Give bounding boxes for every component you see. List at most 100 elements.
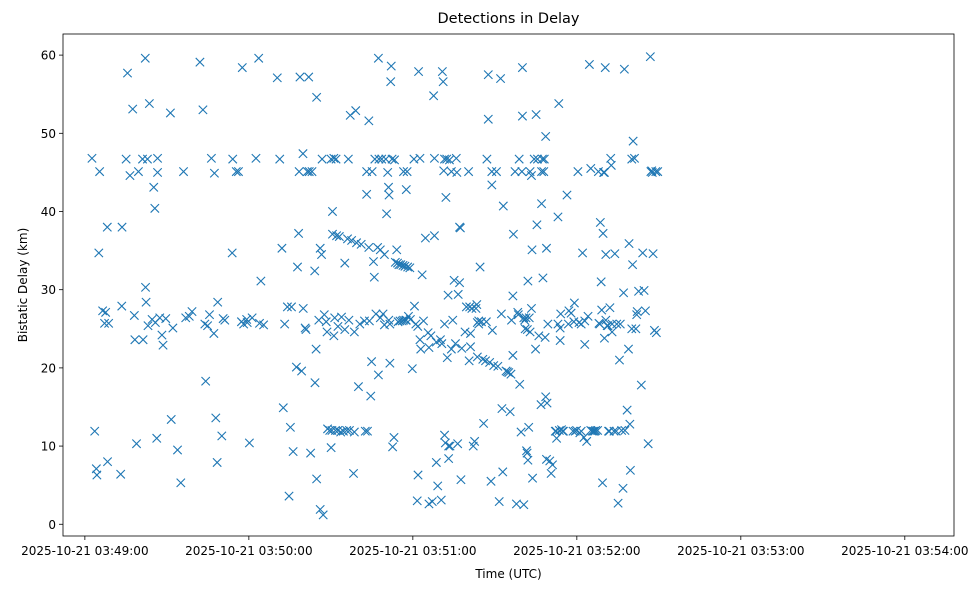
data-point <box>506 315 517 325</box>
data-point <box>375 313 385 323</box>
data-point <box>165 108 176 118</box>
data-point <box>562 190 572 200</box>
data-point <box>198 105 208 115</box>
data-point <box>606 153 616 163</box>
data-point <box>618 483 628 493</box>
data-point <box>545 456 555 466</box>
data-point <box>464 356 474 366</box>
data-point <box>516 427 526 437</box>
data-point <box>382 209 392 219</box>
data-point <box>566 308 576 318</box>
data-point <box>537 154 547 164</box>
data-point <box>420 233 431 243</box>
data-point <box>311 344 321 354</box>
data-point <box>161 314 171 324</box>
data-point <box>409 301 420 311</box>
data-point <box>362 426 373 436</box>
data-point <box>558 426 568 436</box>
data-point <box>569 298 579 308</box>
data-point <box>524 313 534 323</box>
data-point <box>291 362 301 372</box>
data-point <box>364 242 374 253</box>
data-point <box>343 154 353 164</box>
data-point <box>104 318 114 328</box>
x-tick-label: 2025-10-21 03:52:00 <box>513 544 640 558</box>
data-point <box>407 364 417 374</box>
data-point <box>541 392 551 402</box>
data-point <box>483 114 493 124</box>
data-point <box>625 465 635 475</box>
data-point <box>467 303 477 314</box>
data-point <box>140 53 150 63</box>
data-point <box>244 438 254 448</box>
data-point <box>316 249 327 260</box>
data-point <box>295 72 305 82</box>
data-point <box>465 328 476 339</box>
data-point <box>645 52 655 62</box>
data-point <box>152 433 162 443</box>
data-point <box>140 282 151 292</box>
data-point <box>506 369 516 379</box>
data-point <box>526 303 537 314</box>
data-point <box>580 316 590 326</box>
data-point <box>178 167 189 177</box>
data-point <box>307 167 317 177</box>
data-point <box>342 425 352 436</box>
data-point <box>643 439 653 449</box>
data-point <box>527 473 538 483</box>
data-point <box>90 426 100 436</box>
data-point <box>388 442 398 452</box>
data-point <box>465 342 476 352</box>
data-point <box>176 478 186 488</box>
data-point <box>384 190 394 200</box>
data-point <box>472 299 482 310</box>
data-point <box>389 155 400 165</box>
data-point <box>452 167 462 177</box>
data-point <box>370 154 380 164</box>
data-point <box>577 248 588 258</box>
data-point <box>627 260 638 270</box>
data-point <box>150 203 160 213</box>
data-point <box>383 182 394 192</box>
data-point <box>531 109 541 120</box>
data-point <box>242 314 252 324</box>
data-point <box>285 422 295 432</box>
data-point <box>555 335 565 346</box>
data-point <box>351 106 361 116</box>
data-point <box>433 481 443 491</box>
data-point <box>508 291 518 301</box>
data-point <box>202 321 213 331</box>
data-point <box>526 170 537 181</box>
data-point <box>398 167 409 177</box>
data-point <box>217 431 227 441</box>
data-point <box>487 180 497 190</box>
data-point <box>598 228 608 238</box>
data-point <box>366 391 376 401</box>
data-point <box>184 311 194 321</box>
data-point <box>387 154 397 164</box>
data-point <box>117 301 127 311</box>
data-point <box>413 470 423 480</box>
data-point <box>330 425 341 436</box>
data-point <box>129 310 139 321</box>
data-point <box>278 403 288 413</box>
data-point <box>510 167 520 177</box>
data-point <box>298 303 308 314</box>
data-point <box>441 192 451 203</box>
data-point <box>385 319 395 329</box>
data-point <box>653 167 663 177</box>
data-point <box>556 309 566 319</box>
data-point <box>541 131 551 142</box>
data-point <box>424 342 434 353</box>
data-point <box>400 261 410 271</box>
data-point <box>336 312 347 322</box>
data-point <box>402 167 412 177</box>
y-tick-label: 0 <box>48 518 56 532</box>
data-point <box>256 276 266 286</box>
data-point <box>493 361 503 371</box>
data-point <box>605 303 615 313</box>
data-point <box>277 243 287 253</box>
data-point <box>607 327 617 337</box>
data-point <box>237 63 247 73</box>
points-layer <box>87 52 663 520</box>
